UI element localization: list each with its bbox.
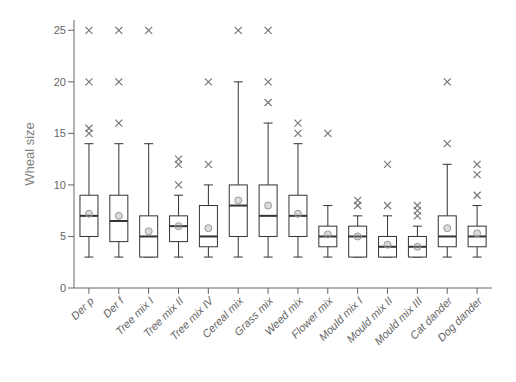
svg-text:Mould mix I: Mould mix I — [316, 294, 365, 343]
svg-text:Der p: Der p — [68, 295, 96, 323]
svg-text:Mould mix III: Mould mix III — [371, 294, 425, 348]
svg-text:Dog dander: Dog dander — [435, 294, 485, 344]
svg-text:20: 20 — [54, 76, 66, 88]
svg-text:Der f: Der f — [101, 294, 127, 320]
svg-text:10: 10 — [54, 179, 66, 191]
svg-text:Wheal size: Wheal size — [22, 122, 37, 186]
svg-text:Grass mix: Grass mix — [231, 294, 276, 339]
svg-text:25: 25 — [54, 24, 66, 36]
svg-text:Mould mix II: Mould mix II — [344, 294, 395, 345]
svg-text:Tree mix I: Tree mix I — [113, 294, 156, 338]
svg-text:5: 5 — [60, 230, 66, 242]
svg-text:Cereal mix: Cereal mix — [199, 294, 246, 341]
svg-text:Tree mix II: Tree mix II — [140, 294, 186, 340]
svg-text:15: 15 — [54, 127, 66, 139]
svg-text:0: 0 — [60, 282, 66, 294]
svg-text:Cat dander: Cat dander — [407, 294, 455, 342]
svg-text:Flower mix: Flower mix — [288, 294, 335, 341]
svg-text:Weed mix: Weed mix — [262, 294, 305, 338]
svg-text:Tree mix IV: Tree mix IV — [167, 294, 216, 343]
